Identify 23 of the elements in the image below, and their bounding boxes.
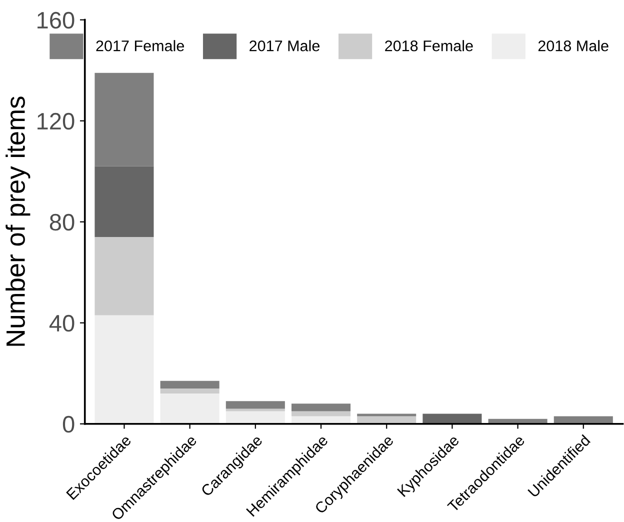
legend-label: 2018 Female [385,40,473,52]
bar [94,315,154,424]
bar [291,404,351,412]
bar [226,401,285,409]
y-axis-title: Number of prey items [6,96,30,346]
bar [94,72,154,166]
y-tick-label: 0 [62,416,74,433]
y-tick-label: 120 [38,112,74,130]
bar [94,166,154,237]
legend-label: 2017 Male [250,40,320,52]
bar [160,388,220,394]
y-tick-label: 160 [38,12,74,29]
bar [160,394,220,424]
legend-label: 2018 Male [538,40,608,52]
y-tick-label: 80 [50,214,74,231]
y-tick-label: 40 [49,314,74,332]
bar [357,414,416,416]
bar [226,408,285,412]
bar [226,411,285,424]
bar [160,380,220,389]
legend-label: 2017 Female [96,40,184,52]
bar [291,411,351,416]
bar [94,237,154,316]
